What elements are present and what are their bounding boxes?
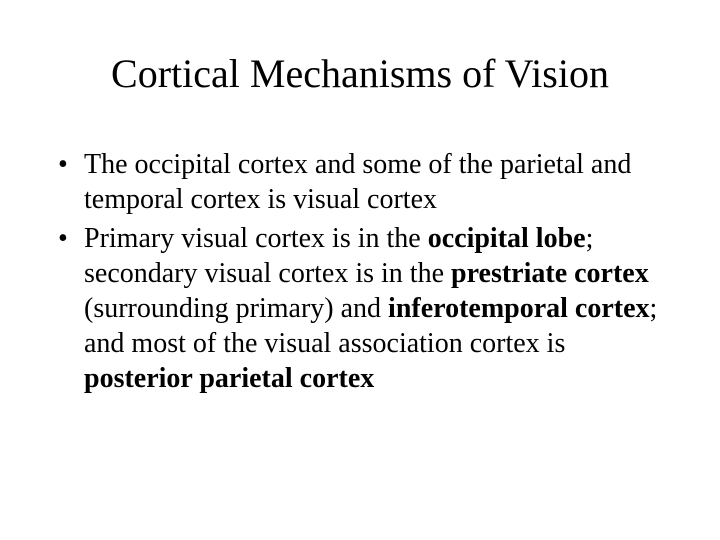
bullet-text-segment: (surrounding primary) and bbox=[84, 293, 388, 324]
bullet-text-segment: inferotemporal cortex bbox=[388, 293, 650, 324]
bullet-list: The occipital cortex and some of the par… bbox=[50, 147, 670, 396]
bullet-text-segment: prestriate cortex bbox=[451, 258, 649, 289]
slide-title: Cortical Mechanisms of Vision bbox=[50, 50, 670, 97]
bullet-item: Primary visual cortex is in the occipita… bbox=[50, 221, 670, 396]
bullet-text-segment: Primary visual cortex is in the bbox=[84, 223, 428, 254]
bullet-item: The occipital cortex and some of the par… bbox=[50, 147, 670, 217]
bullet-text-segment: posterior parietal cortex bbox=[84, 363, 374, 394]
bullet-text-segment: The occipital cortex and some of the par… bbox=[84, 149, 631, 215]
bullet-text-segment: occipital lobe bbox=[428, 223, 586, 254]
